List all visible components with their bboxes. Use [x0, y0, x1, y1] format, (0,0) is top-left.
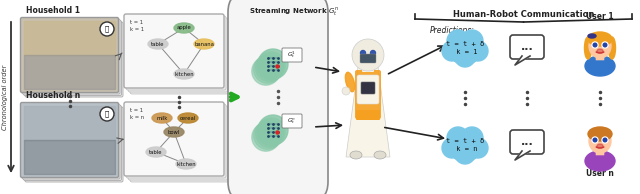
- Circle shape: [252, 123, 280, 151]
- Text: t = t + δ
 k = 1: t = t + δ k = 1: [446, 41, 484, 55]
- Text: table: table: [149, 150, 163, 154]
- Text: cereal: cereal: [180, 115, 196, 120]
- Ellipse shape: [148, 39, 168, 49]
- FancyBboxPatch shape: [130, 108, 230, 182]
- Ellipse shape: [194, 39, 214, 49]
- Text: t = t + δ
 k = n: t = t + δ k = n: [446, 138, 484, 152]
- FancyBboxPatch shape: [25, 107, 123, 182]
- Circle shape: [602, 42, 608, 48]
- Text: table: table: [151, 42, 164, 47]
- Ellipse shape: [585, 56, 615, 76]
- Text: bowl: bowl: [168, 130, 180, 134]
- Ellipse shape: [146, 147, 166, 157]
- FancyBboxPatch shape: [25, 22, 123, 97]
- Ellipse shape: [178, 113, 198, 123]
- Text: kitchen: kitchen: [174, 72, 194, 76]
- Ellipse shape: [174, 23, 194, 33]
- Ellipse shape: [374, 151, 386, 159]
- FancyBboxPatch shape: [357, 75, 379, 104]
- Text: kitchen: kitchen: [176, 161, 196, 166]
- Circle shape: [593, 43, 596, 47]
- Circle shape: [255, 54, 284, 82]
- Ellipse shape: [164, 127, 184, 137]
- Circle shape: [449, 130, 481, 162]
- Ellipse shape: [176, 159, 196, 169]
- Polygon shape: [346, 67, 390, 157]
- Circle shape: [352, 39, 384, 71]
- Text: Streaming Network $G_t^n$: Streaming Network $G_t^n$: [249, 6, 339, 18]
- Ellipse shape: [597, 49, 603, 53]
- Circle shape: [592, 137, 598, 143]
- FancyBboxPatch shape: [596, 50, 604, 60]
- Circle shape: [258, 115, 288, 145]
- Text: ...: ...: [520, 42, 533, 52]
- Circle shape: [253, 121, 282, 149]
- FancyBboxPatch shape: [356, 110, 380, 120]
- Circle shape: [257, 118, 285, 146]
- Circle shape: [257, 52, 285, 80]
- Polygon shape: [515, 151, 530, 160]
- Circle shape: [253, 55, 282, 83]
- FancyBboxPatch shape: [596, 145, 604, 155]
- FancyBboxPatch shape: [128, 18, 228, 92]
- Ellipse shape: [152, 113, 172, 123]
- Text: t = 1
k = n: t = 1 k = n: [130, 108, 144, 120]
- Circle shape: [258, 49, 288, 79]
- Ellipse shape: [589, 34, 611, 58]
- FancyBboxPatch shape: [20, 102, 118, 178]
- Polygon shape: [515, 56, 530, 65]
- Circle shape: [100, 22, 114, 36]
- Ellipse shape: [589, 129, 611, 153]
- Circle shape: [255, 120, 284, 148]
- Circle shape: [252, 57, 280, 85]
- FancyBboxPatch shape: [362, 60, 374, 72]
- Text: 🕐: 🕐: [105, 111, 109, 117]
- FancyBboxPatch shape: [22, 19, 120, 94]
- Circle shape: [468, 138, 488, 158]
- FancyBboxPatch shape: [126, 104, 226, 178]
- Text: Predictions:: Predictions:: [430, 26, 475, 35]
- FancyBboxPatch shape: [126, 16, 226, 90]
- FancyBboxPatch shape: [124, 14, 224, 88]
- Text: ...: ...: [520, 137, 533, 147]
- Text: apple: apple: [177, 25, 191, 30]
- Circle shape: [461, 30, 483, 52]
- Text: Human-Robot Communication: Human-Robot Communication: [453, 10, 594, 19]
- FancyBboxPatch shape: [355, 70, 381, 119]
- Circle shape: [342, 87, 350, 95]
- FancyBboxPatch shape: [124, 102, 224, 176]
- FancyBboxPatch shape: [510, 35, 544, 59]
- Text: 🕐: 🕐: [105, 26, 109, 32]
- Circle shape: [602, 137, 608, 143]
- Circle shape: [442, 138, 462, 158]
- Text: $G_t^n$: $G_t^n$: [287, 116, 296, 126]
- Circle shape: [455, 47, 475, 67]
- Ellipse shape: [588, 34, 596, 38]
- Text: $G_t^1$: $G_t^1$: [287, 50, 296, 60]
- FancyBboxPatch shape: [282, 114, 302, 128]
- Text: Household 1: Household 1: [26, 6, 80, 15]
- Circle shape: [593, 138, 596, 142]
- Ellipse shape: [174, 69, 194, 79]
- Ellipse shape: [350, 151, 362, 159]
- FancyBboxPatch shape: [510, 130, 544, 154]
- FancyBboxPatch shape: [360, 54, 376, 63]
- Circle shape: [100, 107, 114, 121]
- Ellipse shape: [585, 151, 615, 171]
- Ellipse shape: [609, 37, 616, 59]
- FancyBboxPatch shape: [282, 48, 302, 62]
- Ellipse shape: [588, 32, 612, 46]
- Text: milk: milk: [156, 115, 168, 120]
- FancyBboxPatch shape: [361, 82, 375, 94]
- FancyBboxPatch shape: [22, 104, 120, 179]
- Circle shape: [442, 41, 462, 61]
- Text: banana: banana: [194, 42, 214, 47]
- Circle shape: [360, 50, 365, 55]
- Circle shape: [447, 127, 469, 149]
- Ellipse shape: [597, 144, 603, 148]
- Text: Household n: Household n: [26, 91, 80, 100]
- Circle shape: [371, 50, 376, 55]
- FancyBboxPatch shape: [130, 20, 230, 94]
- Circle shape: [461, 127, 483, 149]
